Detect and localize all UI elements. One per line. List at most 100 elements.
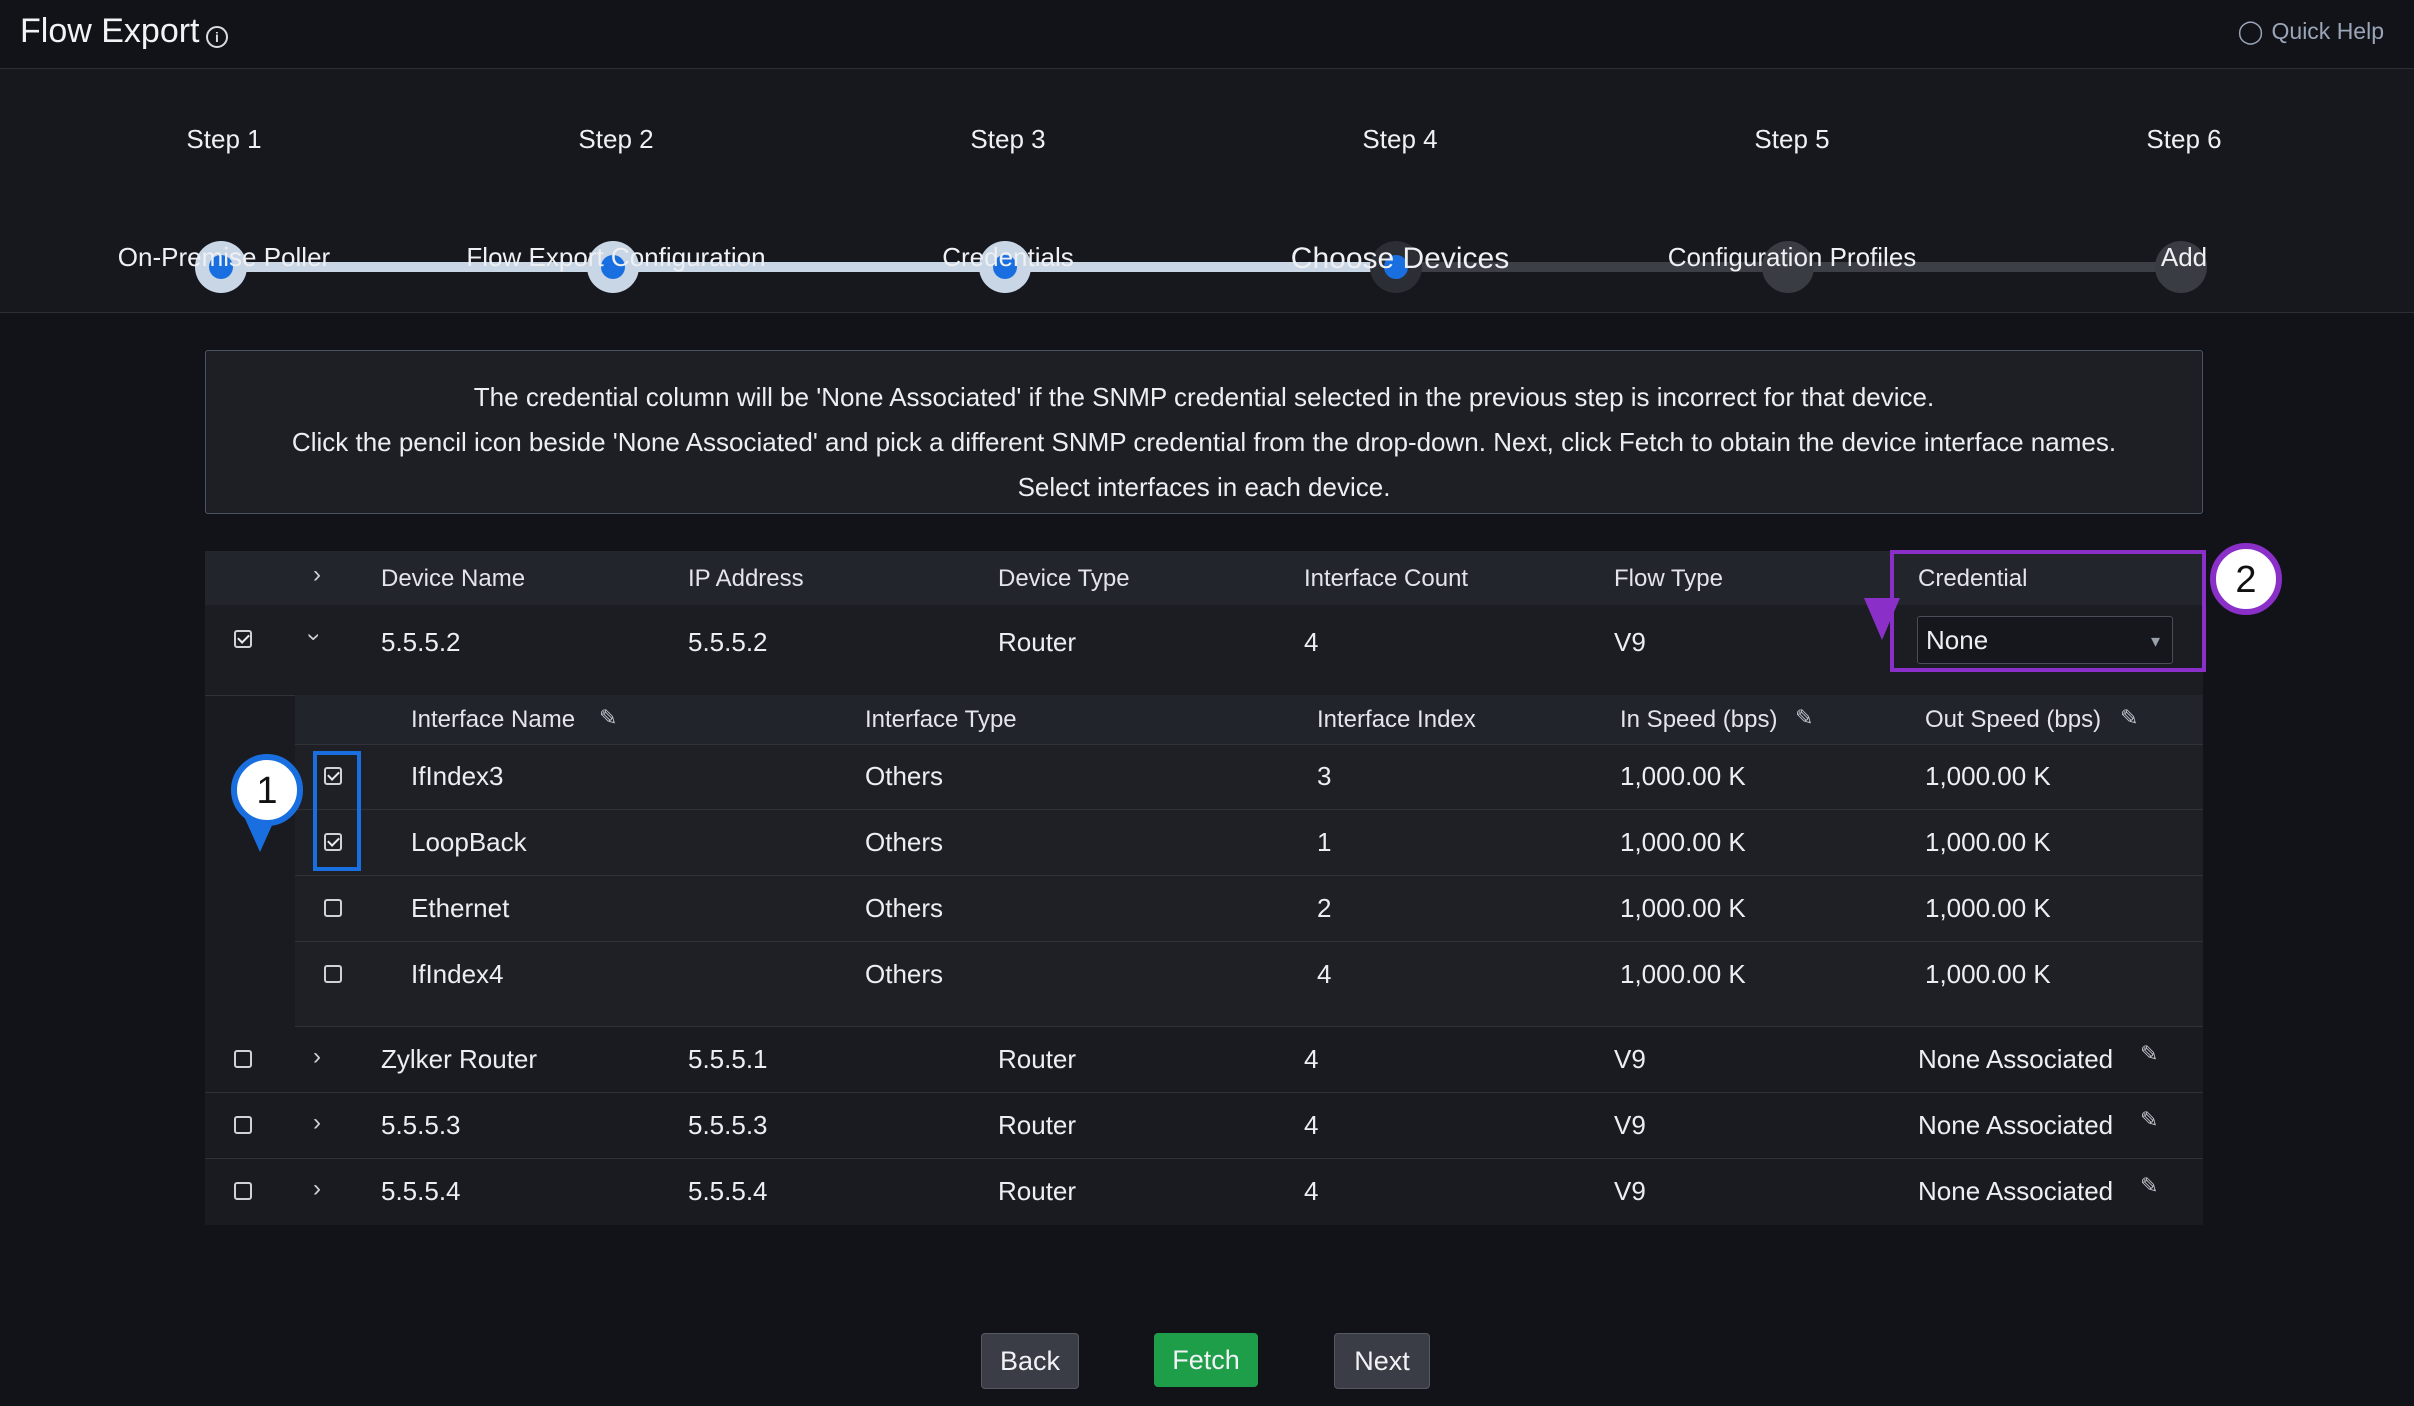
interface-type: Others <box>865 827 944 857</box>
step-1-label: On-Premise Poller <box>117 242 331 272</box>
interface-row[interactable]: Ethernet Others 2 1,000.00 K 1,000.00 K <box>295 876 2203 942</box>
interface-name: IfIndex3 <box>411 761 504 791</box>
interface-count: 4 <box>1304 627 1319 657</box>
interface-row[interactable]: IfIndex3 Others 3 1,000.00 K 1,000.00 K <box>295 744 2203 810</box>
quick-help-link[interactable]: ◯ Quick Help <box>2238 18 2384 45</box>
step-6-title: Step 6 <box>2146 124 2222 154</box>
step-3-dot[interactable] <box>979 241 1031 293</box>
lightbulb-icon: ◯ <box>2237 18 2264 44</box>
step-5-title: Step 5 <box>1754 124 1830 154</box>
row-checkbox[interactable] <box>234 1116 252 1134</box>
interface-row[interactable]: LoopBack Others 1 1,000.00 K 1,000.00 K <box>295 810 2203 876</box>
subtable-header-row: Interface Name ✎ Interface Type Interfac… <box>295 695 2203 745</box>
table-row[interactable]: › 5.5.5.4 5.5.5.4 Router 4 V9 None Assoc… <box>205 1159 2203 1224</box>
marker-2: 2 <box>2210 543 2282 615</box>
page-title: Flow Export <box>20 12 200 50</box>
pencil-icon[interactable]: ✎ <box>2140 1107 2159 1132</box>
interface-index: 3 <box>1317 761 1332 791</box>
interface-count: 4 <box>1304 1044 1319 1074</box>
interface-type: Others <box>865 761 944 791</box>
out-speed: 1,000.00 K <box>1925 761 2051 791</box>
out-speed: 1,000.00 K <box>1925 893 2051 923</box>
interface-type: Others <box>865 959 944 989</box>
chevron-down-icon[interactable]: › <box>301 633 328 641</box>
col-credential[interactable]: Credential <box>1918 565 2028 592</box>
device-type: Router <box>998 627 1077 657</box>
interface-row[interactable]: IfIndex4 Others 4 1,000.00 K 1,000.00 K <box>295 942 2203 1007</box>
credential-select[interactable]: None ▾ <box>1917 616 2173 664</box>
flow-type: V9 <box>1614 1176 1646 1206</box>
pencil-icon[interactable]: ✎ <box>599 705 618 730</box>
row-checkbox[interactable] <box>234 1050 252 1068</box>
next-button[interactable]: Next <box>1334 1333 1430 1389</box>
pencil-icon[interactable]: ✎ <box>2140 1041 2159 1066</box>
col-device-name[interactable]: Device Name <box>381 565 526 592</box>
chevron-right-icon[interactable]: › <box>313 1175 321 1202</box>
interface-type: Others <box>865 893 944 923</box>
table-row[interactable]: › 5.5.5.3 5.5.5.3 Router 4 V9 None Assoc… <box>205 1093 2203 1159</box>
step-1-title: Step 1 <box>186 124 262 154</box>
interface-count: 4 <box>1304 1176 1319 1206</box>
step-3-title: Step 3 <box>970 124 1046 154</box>
info-icon[interactable]: i <box>206 26 228 48</box>
interface-checkbox[interactable] <box>324 767 342 785</box>
step-2-title: Step 2 <box>578 124 654 154</box>
info-line: The credential column will be 'None Asso… <box>473 382 1935 412</box>
quick-help-label: Quick Help <box>2271 18 2384 44</box>
stepper-track-complete <box>221 262 1395 272</box>
page-header <box>0 0 2414 69</box>
marker-1: 1 <box>231 754 303 826</box>
ip-address: 5.5.5.4 <box>688 1176 768 1206</box>
step-3-label: Credentials <box>942 242 1074 272</box>
interface-checkbox[interactable] <box>324 833 342 851</box>
interface-name: Ethernet <box>411 893 510 923</box>
step-1-dot[interactable] <box>195 241 247 293</box>
col-interface-name[interactable]: Interface Name <box>411 706 576 733</box>
device-type: Router <box>998 1110 1077 1140</box>
step-5-dot <box>1762 241 1814 293</box>
devices-table: › Device Name IP Address Device Type Int… <box>205 551 2203 1225</box>
pencil-icon[interactable]: ✎ <box>2140 1173 2159 1198</box>
chevron-right-icon[interactable]: › <box>313 561 321 588</box>
interface-checkbox[interactable] <box>324 899 342 917</box>
marker-2-tail <box>1864 598 1900 640</box>
back-button[interactable]: Back <box>981 1333 1079 1389</box>
col-device-type[interactable]: Device Type <box>998 565 1130 592</box>
interfaces-subtable: Interface Name ✎ Interface Type Interfac… <box>295 695 2203 1027</box>
row-checkbox[interactable] <box>234 1182 252 1200</box>
col-interface-type[interactable]: Interface Type <box>865 706 1017 733</box>
credential: None Associated <box>1918 1044 2114 1074</box>
device-name: Zylker Router <box>381 1044 538 1074</box>
interface-checkbox-highlight <box>313 751 361 871</box>
col-out-speed[interactable]: Out Speed (bps) <box>1925 706 2102 733</box>
step-6-label: Add <box>2160 242 2208 272</box>
col-in-speed[interactable]: In Speed (bps) <box>1620 706 1778 733</box>
pencil-icon[interactable]: ✎ <box>2120 705 2139 730</box>
step-2-dot[interactable] <box>587 241 639 293</box>
col-interface-index[interactable]: Interface Index <box>1317 706 1476 733</box>
fetch-button[interactable]: Fetch <box>1154 1333 1258 1387</box>
device-type: Router <box>998 1044 1077 1074</box>
row-checkbox[interactable] <box>234 630 252 648</box>
chevron-right-icon[interactable]: › <box>313 1109 321 1136</box>
device-name: 5.5.5.4 <box>381 1176 461 1206</box>
table-row[interactable]: › Zylker Router 5.5.5.1 Router 4 V9 None… <box>205 1027 2203 1093</box>
in-speed: 1,000.00 K <box>1620 827 1746 857</box>
interface-checkbox[interactable] <box>324 965 342 983</box>
device-name: 5.5.5.2 <box>381 627 461 657</box>
ip-address: 5.5.5.2 <box>688 627 768 657</box>
caret-down-icon: ▾ <box>2150 631 2160 651</box>
col-ip-address[interactable]: IP Address <box>688 565 804 592</box>
col-flow-type[interactable]: Flow Type <box>1614 565 1723 592</box>
wizard-stepper: Step 1 Step 2 Step 3 Step 4 Step 5 Step … <box>0 69 2414 313</box>
step-4-dot[interactable] <box>1370 241 1422 293</box>
pencil-icon[interactable]: ✎ <box>1795 705 1814 730</box>
step-4-title: Step 4 <box>1362 124 1438 154</box>
ip-address: 5.5.5.1 <box>688 1044 768 1074</box>
interface-name: LoopBack <box>411 827 527 857</box>
interface-index: 1 <box>1317 827 1332 857</box>
chevron-right-icon[interactable]: › <box>313 1043 321 1070</box>
col-interface-count[interactable]: Interface Count <box>1304 565 1469 592</box>
credential-select-value: None <box>1926 625 1989 655</box>
flow-type: V9 <box>1614 627 1646 657</box>
